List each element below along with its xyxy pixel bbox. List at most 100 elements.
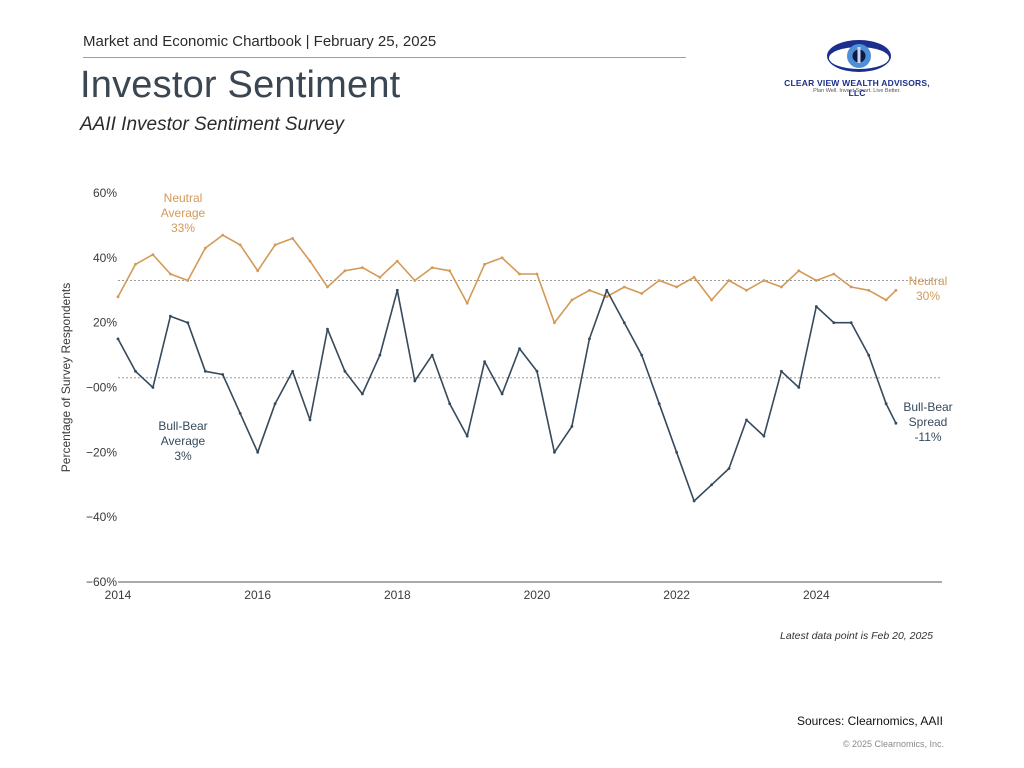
data-point <box>867 288 871 292</box>
data-point <box>203 246 207 250</box>
spread-latest-label: -11% <box>914 430 941 444</box>
data-point <box>151 253 155 256</box>
data-point <box>570 298 574 302</box>
data-point <box>256 269 260 273</box>
neutral-average-label: Average <box>161 206 206 220</box>
spread-latest-label: Bull-Bear <box>903 400 952 414</box>
bull-bear-average-label: Bull-Bear <box>158 419 207 433</box>
chartbook-header: Market and Economic Chartbook | February… <box>83 33 437 50</box>
data-point <box>675 450 678 454</box>
series-line <box>117 234 897 324</box>
data-point <box>692 499 696 503</box>
data-point <box>308 259 312 263</box>
data-point <box>622 321 626 325</box>
data-point <box>518 272 521 276</box>
data-point <box>622 285 626 289</box>
data-point <box>169 272 172 276</box>
data-point <box>500 392 504 396</box>
data-point <box>814 305 818 308</box>
eye-logo-icon <box>827 40 891 72</box>
data-point <box>448 269 452 273</box>
data-point <box>675 285 678 289</box>
latest-data-note: Latest data point is Feb 20, 2025 <box>780 630 933 642</box>
y-tick-label: −20% <box>86 445 117 459</box>
data-point <box>221 233 225 237</box>
data-point <box>395 259 399 263</box>
data-point <box>745 418 748 422</box>
data-point <box>570 425 574 428</box>
y-tick-label: −40% <box>86 510 117 524</box>
data-point <box>483 262 486 266</box>
data-point <box>116 337 120 341</box>
data-point <box>116 295 120 299</box>
data-point <box>151 386 155 389</box>
data-point <box>745 288 748 292</box>
header-divider <box>83 57 686 58</box>
data-point <box>867 353 871 357</box>
logo-tagline: Plan Well. Invest Smart. Live Better. <box>813 88 901 94</box>
data-point <box>483 360 486 363</box>
data-point <box>465 434 469 438</box>
data-point <box>640 292 644 295</box>
data-point <box>169 314 172 318</box>
data-point <box>692 275 696 279</box>
data-point <box>343 369 347 373</box>
data-point <box>413 379 417 383</box>
data-point <box>361 392 364 396</box>
data-point <box>657 279 661 282</box>
data-point <box>221 373 225 376</box>
spread-latest-label: Spread <box>909 415 948 429</box>
data-point <box>605 295 609 299</box>
x-tick-label: 2018 <box>384 588 411 602</box>
data-point <box>605 288 609 292</box>
sentiment-chart: 60% 40% 20% −00% −20% −40% −60% 2014 2016 2018 20… <box>59 186 953 602</box>
data-point <box>535 272 539 276</box>
logo-company-name: CLEAR VIEW WEALTH ADVISORS, LLC <box>784 78 930 98</box>
data-point <box>186 321 190 325</box>
data-point <box>378 275 382 279</box>
x-tick-label: 2024 <box>803 588 830 602</box>
data-point <box>797 269 801 273</box>
data-point <box>884 298 888 302</box>
data-point <box>710 483 713 487</box>
data-point <box>448 402 452 406</box>
x-tick-label: 2016 <box>244 588 271 602</box>
data-point <box>326 285 329 289</box>
x-tick-label: 2020 <box>524 588 551 602</box>
data-point <box>430 353 434 357</box>
data-point <box>832 321 836 325</box>
data-point <box>640 353 644 357</box>
data-point <box>849 285 853 289</box>
data-point <box>326 327 329 331</box>
data-point <box>238 243 242 247</box>
data-point <box>780 369 783 373</box>
data-point <box>203 369 207 373</box>
neutral-latest-label: 30% <box>916 289 940 303</box>
data-point <box>238 412 242 415</box>
y-tick-label: 60% <box>93 186 117 200</box>
data-point <box>308 418 312 422</box>
neutral-average-label: Neutral <box>164 191 203 205</box>
data-point <box>849 321 853 325</box>
x-tick-label: 2014 <box>105 588 132 602</box>
bull-bear-average-label: Average <box>161 434 206 448</box>
data-point <box>378 353 382 357</box>
page-subtitle: AAII Investor Sentiment Survey <box>80 114 345 135</box>
data-point <box>186 279 190 282</box>
data-point <box>430 266 434 269</box>
data-point <box>710 298 713 302</box>
x-tick-label: 2022 <box>663 588 690 602</box>
copyright-text: © 2025 Clearnomics, Inc. <box>842 739 944 749</box>
data-point <box>361 266 364 269</box>
data-point <box>832 272 836 276</box>
y-tick-label: −60% <box>86 575 117 589</box>
company-logo: CLEAR VIEW WEALTH ADVISORS, LLC Plan Wel… <box>782 36 932 98</box>
data-point <box>780 285 783 289</box>
data-point <box>727 279 731 282</box>
neutral-average-label: 33% <box>171 221 195 235</box>
data-point <box>553 450 556 454</box>
data-point <box>814 279 818 282</box>
data-point <box>134 369 137 373</box>
series-line <box>117 289 897 502</box>
y-tick-label: 40% <box>93 251 117 265</box>
